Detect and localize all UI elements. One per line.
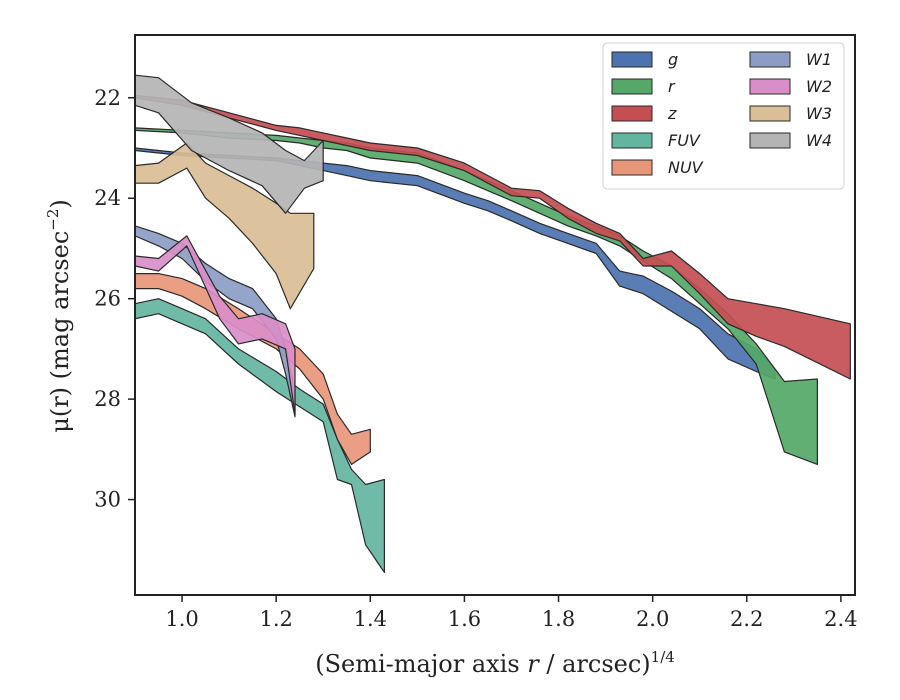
series-layer: [135, 74, 851, 574]
legend-label-w2: W2: [806, 77, 832, 96]
x-tick-label: 1.0: [165, 607, 198, 631]
series-band-w3: [135, 142, 315, 310]
y-tick-label: 26: [94, 287, 121, 311]
legend-label-w1: W1: [806, 50, 832, 69]
x-tick-label: 2.0: [636, 607, 669, 631]
legend: grz FUV NUV W1 W2 W3 W4: [602, 42, 845, 190]
series-band-z: [135, 94, 851, 380]
legend-label-w3: W3: [806, 104, 832, 123]
legend-swatch-fuv: [611, 132, 653, 149]
legend-swatch-r: [611, 78, 653, 95]
legend-swatch-w2: [749, 78, 791, 95]
legend-swatch-nuv: [611, 159, 653, 176]
legend-label-nuv: NUV: [668, 158, 704, 177]
legend-label-g: g: [668, 50, 678, 69]
legend-swatch-w1: [749, 51, 791, 68]
y-axis-label: μ(r) (mag arcsec−2): [44, 199, 74, 433]
ticks-layer: 1.0 1.2 1.4 1.6 1.8 2.0 2.2 2.4 22 24 26 28 30: [94, 86, 857, 631]
x-tick-label: 1.8: [542, 607, 575, 631]
y-tick-label: 24: [94, 186, 121, 210]
legend-label-r: r: [668, 77, 676, 96]
x-tick-label: 2.2: [730, 607, 763, 631]
x-tick-label: 1.2: [259, 607, 292, 631]
legend-swatch-z: [611, 105, 653, 122]
x-tick-label: 1.6: [448, 607, 481, 631]
legend-label-fuv: FUV: [668, 131, 701, 150]
legend-label-z: z: [667, 104, 677, 123]
series-band-w4: [135, 74, 324, 214]
x-tick-label: 1.4: [354, 607, 387, 631]
plot-frame: [134, 34, 856, 596]
x-tick-label: 2.4: [824, 607, 857, 631]
series-band-nuv: [135, 273, 371, 465]
legend-label-w4: W4: [806, 131, 832, 150]
legend-swatch-w4: [749, 132, 791, 149]
y-tick-label: 30: [94, 488, 121, 512]
legend-swatch-w3: [749, 105, 791, 122]
series-band-w2: [135, 235, 296, 415]
legend-swatch-g: [611, 51, 653, 68]
y-tick-label: 28: [94, 387, 121, 411]
x-axis-label: (Semi-major axis r / arcsec)1/4: [315, 648, 675, 678]
series-band-fuv: [135, 298, 385, 574]
y-tick-label: 22: [94, 86, 121, 110]
